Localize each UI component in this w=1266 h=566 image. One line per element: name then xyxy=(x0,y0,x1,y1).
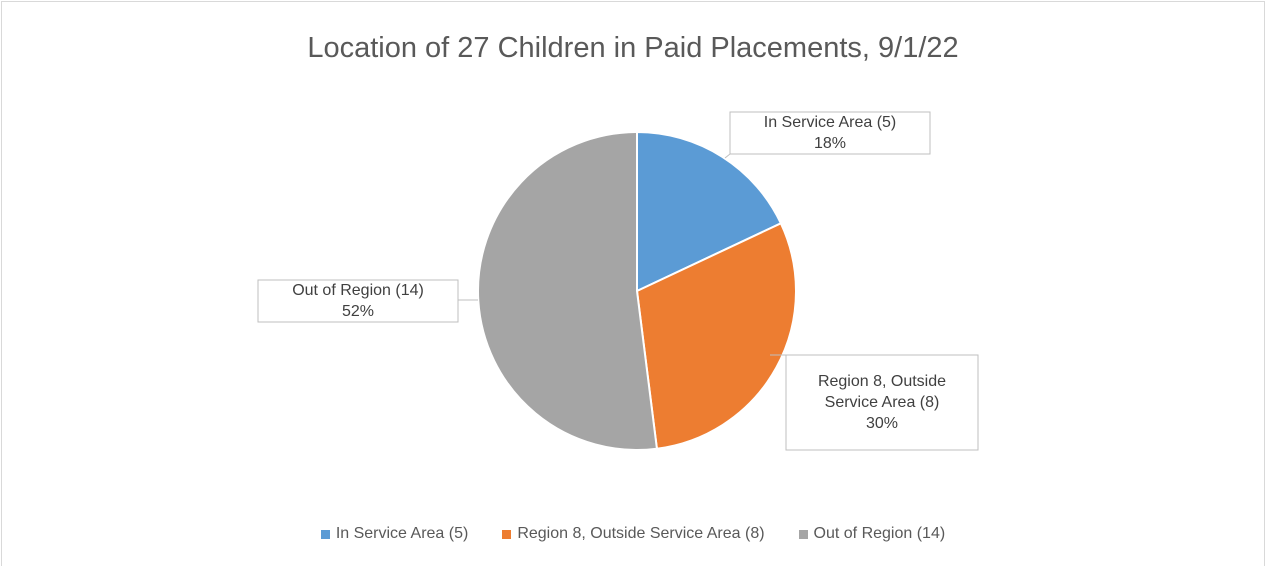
pie-slice xyxy=(476,130,659,451)
chart-title: Location of 27 Children in Paid Placemen… xyxy=(307,32,959,64)
legend-item: Out of Region (14) xyxy=(798,525,946,543)
label-box xyxy=(785,354,979,451)
legend-label: Region 8, Outside Service Area (8) xyxy=(517,525,765,542)
data-label: Region 8, Outside Service Area (8) 30% xyxy=(786,355,978,450)
legend-item: In Service Area (5) xyxy=(320,525,469,543)
pie-slice xyxy=(636,130,783,293)
data-label-category: Out of Region (14) xyxy=(292,282,424,299)
legend: In Service Area (5) Region 8, Outside Ser… xyxy=(0,525,1266,543)
label-box xyxy=(729,111,931,155)
legend-swatch xyxy=(320,529,330,539)
data-label-category: Region 8, Outside Service Area (8) xyxy=(817,373,947,411)
data-label: In Service Area (5) 18% xyxy=(730,112,930,154)
legend-label: Out of Region (14) xyxy=(813,525,946,542)
data-label-value: 52% xyxy=(341,303,375,320)
legend-item: Region 8, Outside Service Area (8) xyxy=(502,525,765,543)
data-label-value: 30% xyxy=(865,415,899,432)
data-label-category: In Service Area (5) xyxy=(763,114,897,131)
data-label: Out of Region (14) 52% xyxy=(258,280,458,322)
data-label-value: 18% xyxy=(813,135,847,152)
pie-slice xyxy=(635,221,797,450)
label-leader xyxy=(724,153,731,159)
legend-swatch xyxy=(798,529,808,539)
legend-swatch xyxy=(502,529,512,539)
legend-label: In Service Area (5) xyxy=(335,525,469,542)
label-box xyxy=(257,279,459,323)
